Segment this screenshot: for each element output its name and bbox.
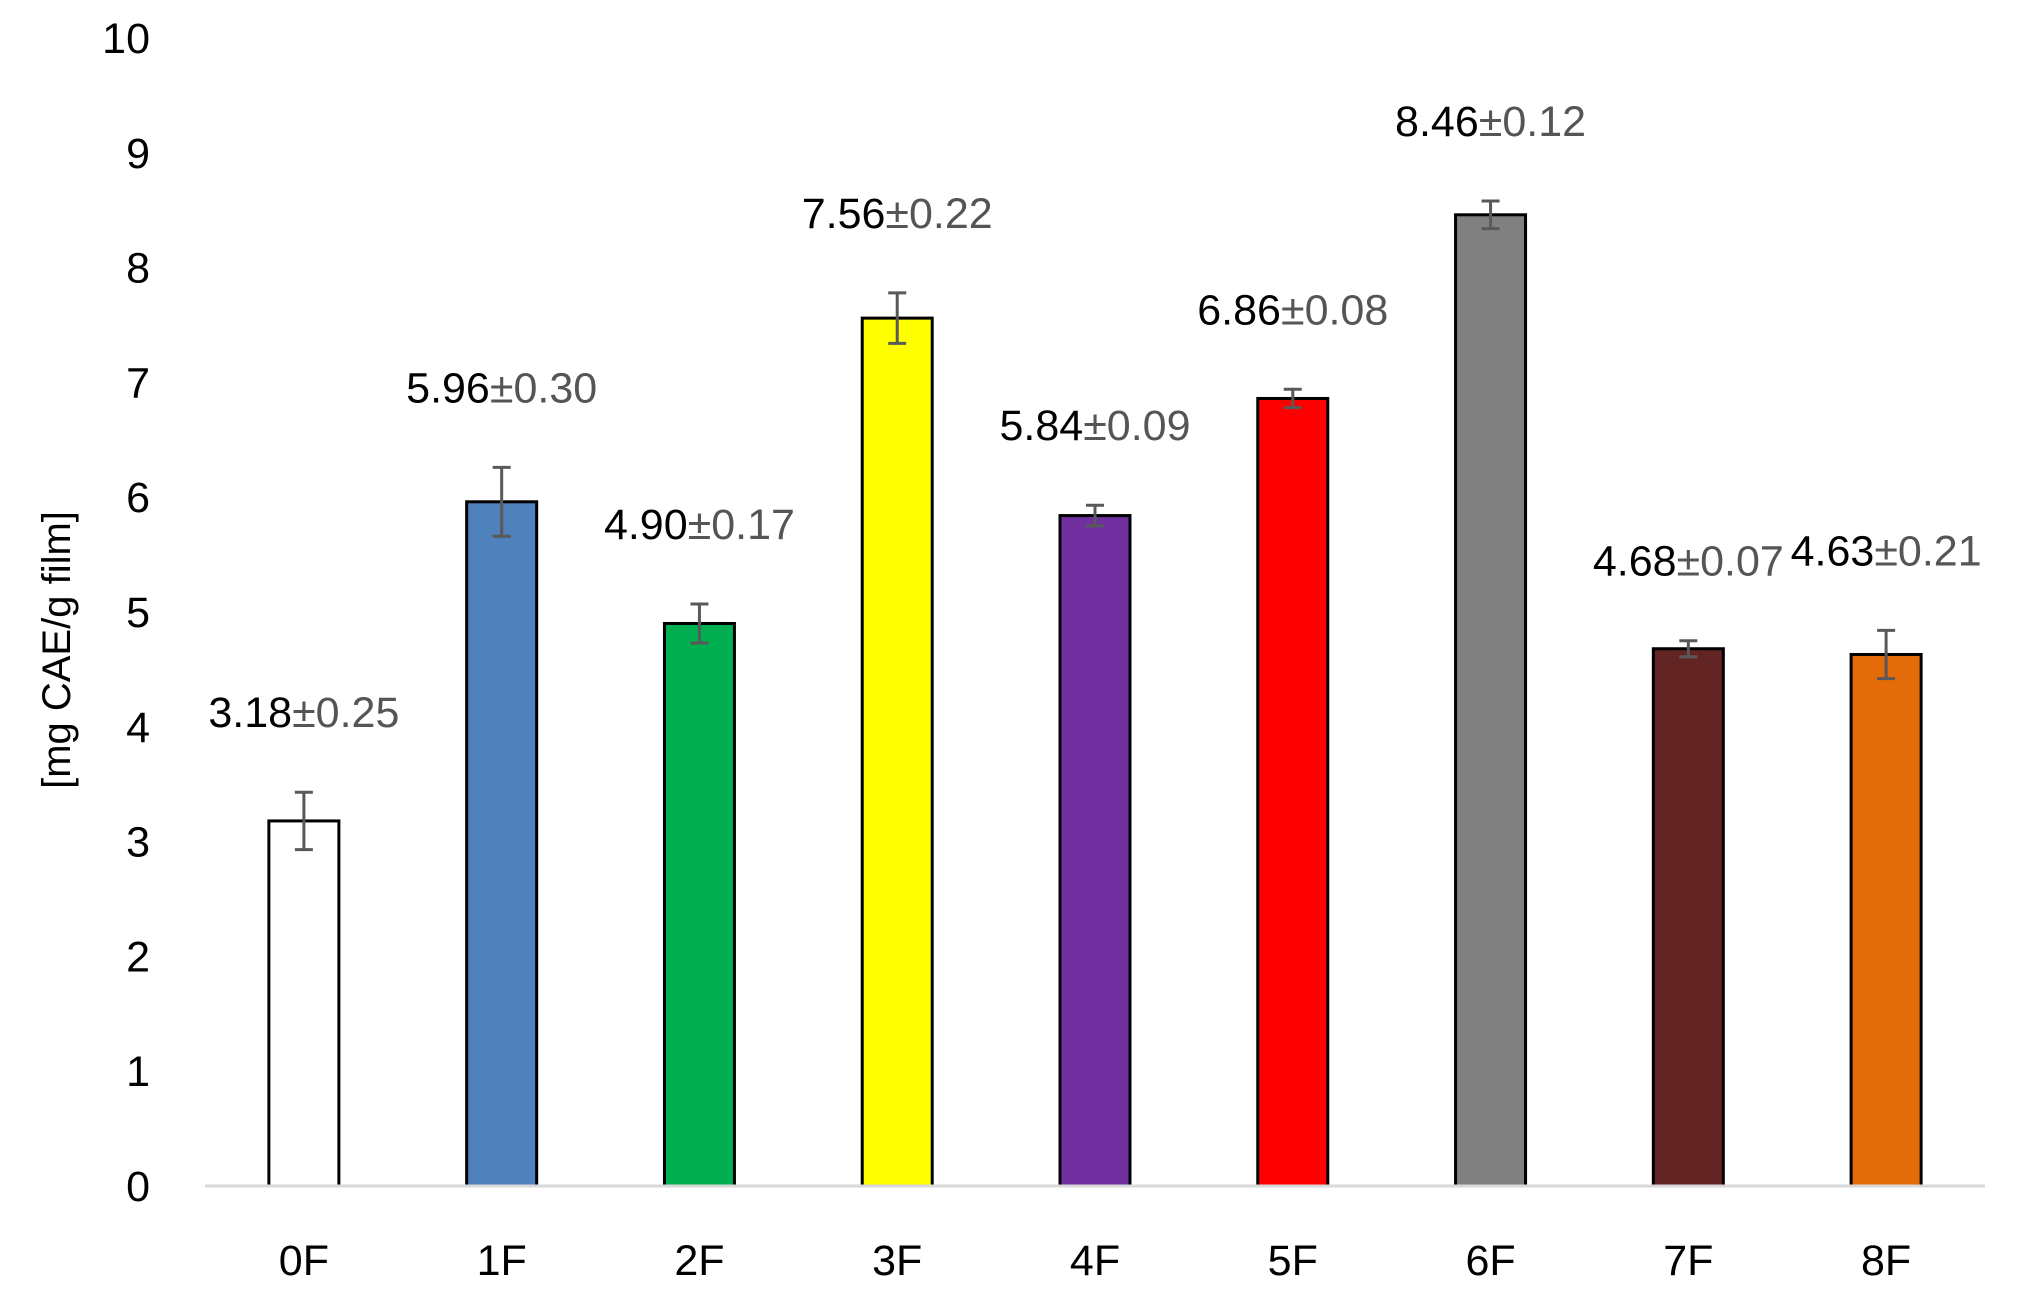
data-label-error: ±0.25 [292,689,399,737]
y-tick-label: 6 [126,474,150,522]
x-tick-label: 6F [1465,1237,1515,1285]
data-label-error: ±0.12 [1479,98,1586,146]
data-label-error: ±0.22 [885,190,992,238]
bar-6F [1454,213,1528,1188]
y-tick-label: 1 [126,1048,150,1096]
data-label-error: ±0.21 [1874,527,1981,575]
data-label-7F: 4.68±0.07 [1593,538,1784,586]
data-label-value: 4.90 [604,501,688,549]
y-tick-label: 8 [126,245,150,293]
data-label-value: 4.63 [1791,527,1875,575]
data-label-1F: 5.96±0.30 [406,364,597,412]
x-tick-label: 2F [674,1237,724,1285]
x-tick-label: 4F [1070,1237,1120,1285]
bar-3F [860,316,934,1188]
data-label-value: 6.86 [1197,286,1281,334]
data-label-8F: 4.63±0.21 [1791,527,1982,575]
data-label-value: 8.46 [1395,98,1479,146]
data-label-value: 5.84 [1000,402,1084,450]
y-axis-ticks: 0 1 2 3 4 5 6 7 8 9 10 [102,15,150,1211]
data-label-5F: 6.86±0.08 [1197,286,1388,334]
data-label-6F: 8.46±0.12 [1395,98,1586,146]
x-tick-label: 8F [1861,1237,1911,1285]
bar-1F [465,500,539,1188]
y-tick-label: 3 [126,819,150,867]
data-label-4F: 5.84±0.09 [1000,402,1191,450]
data-label-2F: 4.90±0.17 [604,501,795,549]
data-label-error: ±0.07 [1677,538,1784,586]
bar-2F [662,621,736,1188]
data-label-value: 3.18 [208,689,292,737]
error-bars [294,199,1896,852]
bar-4F [1058,514,1132,1188]
bar-8F [1849,652,1923,1188]
y-tick-label: 9 [126,130,150,178]
x-tick-label: 1F [477,1237,527,1285]
y-tick-label: 7 [126,359,150,407]
data-label-0F: 3.18±0.25 [208,689,399,737]
bar-7F [1651,647,1725,1188]
bar-5F [1256,396,1330,1188]
bars [267,213,1923,1188]
data-label-error: ±0.08 [1281,286,1388,334]
y-tick-label: 5 [126,589,150,637]
x-tick-label: 5F [1268,1237,1318,1285]
data-label-value: 7.56 [802,190,886,238]
data-labels: 3.18±0.25 5.96±0.30 4.90±0.17 7.56±0.22 5.84… [208,98,1981,737]
x-tick-label: 7F [1663,1237,1713,1285]
y-tick-label: 4 [126,704,150,752]
data-label-error: ±0.09 [1083,402,1190,450]
x-tick-label: 0F [279,1237,329,1285]
data-label-value: 5.96 [406,364,490,412]
x-axis-ticks: 0F 1F 2F 3F 4F 5F 6F 7F 8F [279,1237,1911,1285]
y-tick-label: 10 [102,15,150,63]
data-label-3F: 7.56±0.22 [802,190,993,238]
data-label-error: ±0.17 [688,501,795,549]
y-tick-label: 0 [126,1163,150,1211]
y-axis-label: [mg CAE/g film] [35,511,79,789]
data-label-value: 4.68 [1593,538,1677,586]
x-tick-label: 3F [872,1237,922,1285]
y-tick-label: 2 [126,933,150,981]
data-label-error: ±0.30 [490,364,597,412]
bar-0F [267,819,341,1188]
